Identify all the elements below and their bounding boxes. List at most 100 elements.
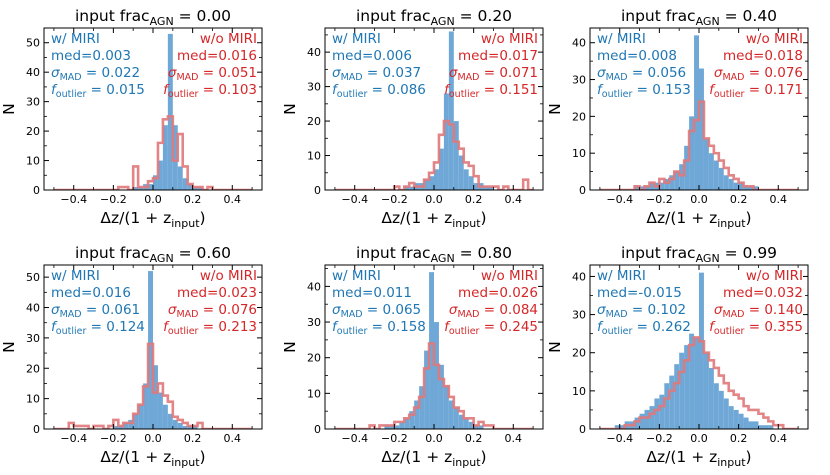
histogram-step-without-miri (53, 115, 253, 190)
histogram-bar-with-miri (634, 186, 640, 190)
x-tick-label: 0.0 (144, 193, 162, 206)
x-axis-label: Δz/(1 + zinput) (646, 209, 751, 230)
with-miri-sigma-mad: σMAD = 0.056 (597, 65, 686, 83)
x-axis-label: Δz/(1 + zinput) (100, 448, 205, 469)
histogram-bar-with-miri (157, 392, 163, 429)
y-tick-label: 40 (26, 302, 40, 315)
x-tick-label: 0.2 (184, 193, 202, 206)
y-axis-label: N (281, 103, 299, 115)
x-tick-label: −0.4 (341, 193, 368, 206)
histogram-bar-with-miri (473, 183, 479, 190)
chart-title: input fracAGN = 0.99 (621, 244, 777, 265)
with-miri-f-outlier: foutlier = 0.262 (597, 319, 691, 337)
with-miri-f-outlier: foutlier = 0.153 (597, 82, 691, 100)
histogram-bar-with-miri (172, 419, 178, 429)
with-miri-median: med=0.003 (51, 48, 131, 64)
histogram-bar-with-miri (718, 390, 724, 429)
plot-area (334, 31, 534, 190)
x-tick-label: −0.4 (606, 193, 633, 206)
plot-area (334, 272, 534, 429)
histogram-bar-with-miri (639, 186, 645, 190)
histogram-bar-with-miri (743, 186, 749, 190)
with-miri-label: w/ MIRI (51, 268, 100, 284)
histogram-bar-with-miri (738, 182, 744, 190)
histogram-bar-with-miri (644, 186, 650, 190)
histogram-bar-with-miri (167, 33, 173, 190)
chart-title: input fracAGN = 0.00 (75, 7, 231, 28)
x-tick-label: 0.0 (690, 432, 708, 445)
histogram-bar-with-miri (674, 364, 680, 429)
histogram-bar-with-miri (157, 160, 163, 190)
y-tick-label: 0 (33, 423, 40, 436)
plot-area (53, 271, 253, 429)
histogram-bar-with-miri (429, 176, 434, 190)
with-miri-label: w/ MIRI (597, 31, 646, 47)
x-tick-label: −0.4 (60, 432, 87, 445)
histogram-bar-with-miri (733, 409, 739, 429)
panel-2: −0.4 −0.2 0.0 0.2 0.4 0 10 20 30 40 input fracAGN … (281, 7, 544, 230)
histogram-bar-with-miri (664, 178, 670, 190)
y-tick-label: 20 (307, 115, 321, 128)
histogram-bar-with-miri (738, 413, 744, 429)
x-tick-label: −0.2 (646, 193, 673, 206)
y-tick-label: 0 (314, 184, 321, 197)
y-tick-label: 10 (572, 385, 586, 398)
without-miri-median: med=0.018 (723, 48, 803, 64)
histogram-bar-with-miri (699, 68, 704, 190)
without-miri-f-outlier: foutlier = 0.245 (444, 319, 538, 337)
y-axis-label: N (0, 341, 18, 353)
histogram-bar-with-miri (723, 398, 729, 429)
histogram-bar-with-miri (679, 164, 685, 190)
with-miri-f-outlier: foutlier = 0.124 (51, 319, 145, 337)
x-tick-label: 0.2 (184, 432, 202, 445)
histogram-bar-with-miri (713, 160, 719, 190)
with-miri-median: med=0.006 (332, 48, 412, 64)
histogram-bar-with-miri (703, 352, 709, 429)
panel-3: −0.4 −0.2 0.0 0.2 0.4 0 10 20 30 40 input fracAGN … (546, 7, 809, 230)
histogram-bar-with-miri (463, 418, 469, 429)
x-tick-label: −0.4 (606, 432, 633, 445)
without-miri-label: w/o MIRI (746, 268, 803, 284)
histogram-bar-with-miri (669, 175, 675, 190)
histogram-bar-with-miri (394, 425, 400, 429)
histogram-bar-with-miri (753, 186, 759, 190)
without-miri-sigma-mad: σMAD = 0.051 (168, 65, 257, 83)
histogram-bar-with-miri (167, 413, 173, 429)
x-axis-label: Δz/(1 + zinput) (381, 209, 486, 230)
histogram-bar-with-miri (113, 425, 119, 429)
histogram-bar-with-miri (404, 186, 410, 190)
y-axis-label: N (0, 103, 18, 115)
histogram-bar-with-miri (684, 345, 690, 429)
with-miri-label: w/ MIRI (597, 268, 646, 284)
with-miri-sigma-mad: σMAD = 0.037 (332, 65, 421, 83)
x-tick-label: 0.4 (505, 193, 523, 206)
with-miri-median: med=-0.015 (597, 285, 682, 301)
histogram-bar-with-miri (768, 425, 774, 429)
x-tick-label: −0.4 (341, 432, 368, 445)
histogram-bar-with-miri (458, 155, 464, 190)
histogram-bar-with-miri (728, 406, 734, 429)
without-miri-sigma-mad: σMAD = 0.076 (714, 65, 803, 83)
histogram-bar-with-miri (743, 417, 749, 429)
histogram-bar-with-miri (434, 322, 439, 429)
histogram-bar-with-miri (458, 414, 464, 429)
x-tick-label: 0.0 (144, 432, 162, 445)
histogram-bar-with-miri (409, 186, 415, 190)
panel-1: −0.4 −0.2 0.0 0.2 0.4 0 10 20 30 40 50 input fracAG… (0, 7, 263, 230)
histogram-bar-with-miri (399, 421, 405, 429)
y-tick-label: 40 (26, 66, 40, 79)
without-miri-median: med=0.023 (177, 285, 257, 301)
x-axis-label: Δz/(1 + zinput) (381, 448, 486, 469)
x-tick-label: 0.2 (465, 432, 483, 445)
x-tick-label: −0.2 (100, 432, 127, 445)
histogram-bar-with-miri (634, 417, 640, 429)
histogram-bar-with-miri (133, 187, 139, 190)
chart-title: input fracAGN = 0.40 (621, 7, 777, 28)
without-miri-median: med=0.026 (458, 285, 538, 301)
without-miri-f-outlier: foutlier = 0.213 (163, 319, 257, 337)
y-tick-label: 10 (26, 155, 40, 168)
histogram-bar-with-miri (703, 138, 709, 190)
histogram-bar-with-miri (689, 116, 695, 190)
with-miri-f-outlier: foutlier = 0.086 (332, 82, 426, 100)
y-axis-label: N (546, 103, 564, 115)
